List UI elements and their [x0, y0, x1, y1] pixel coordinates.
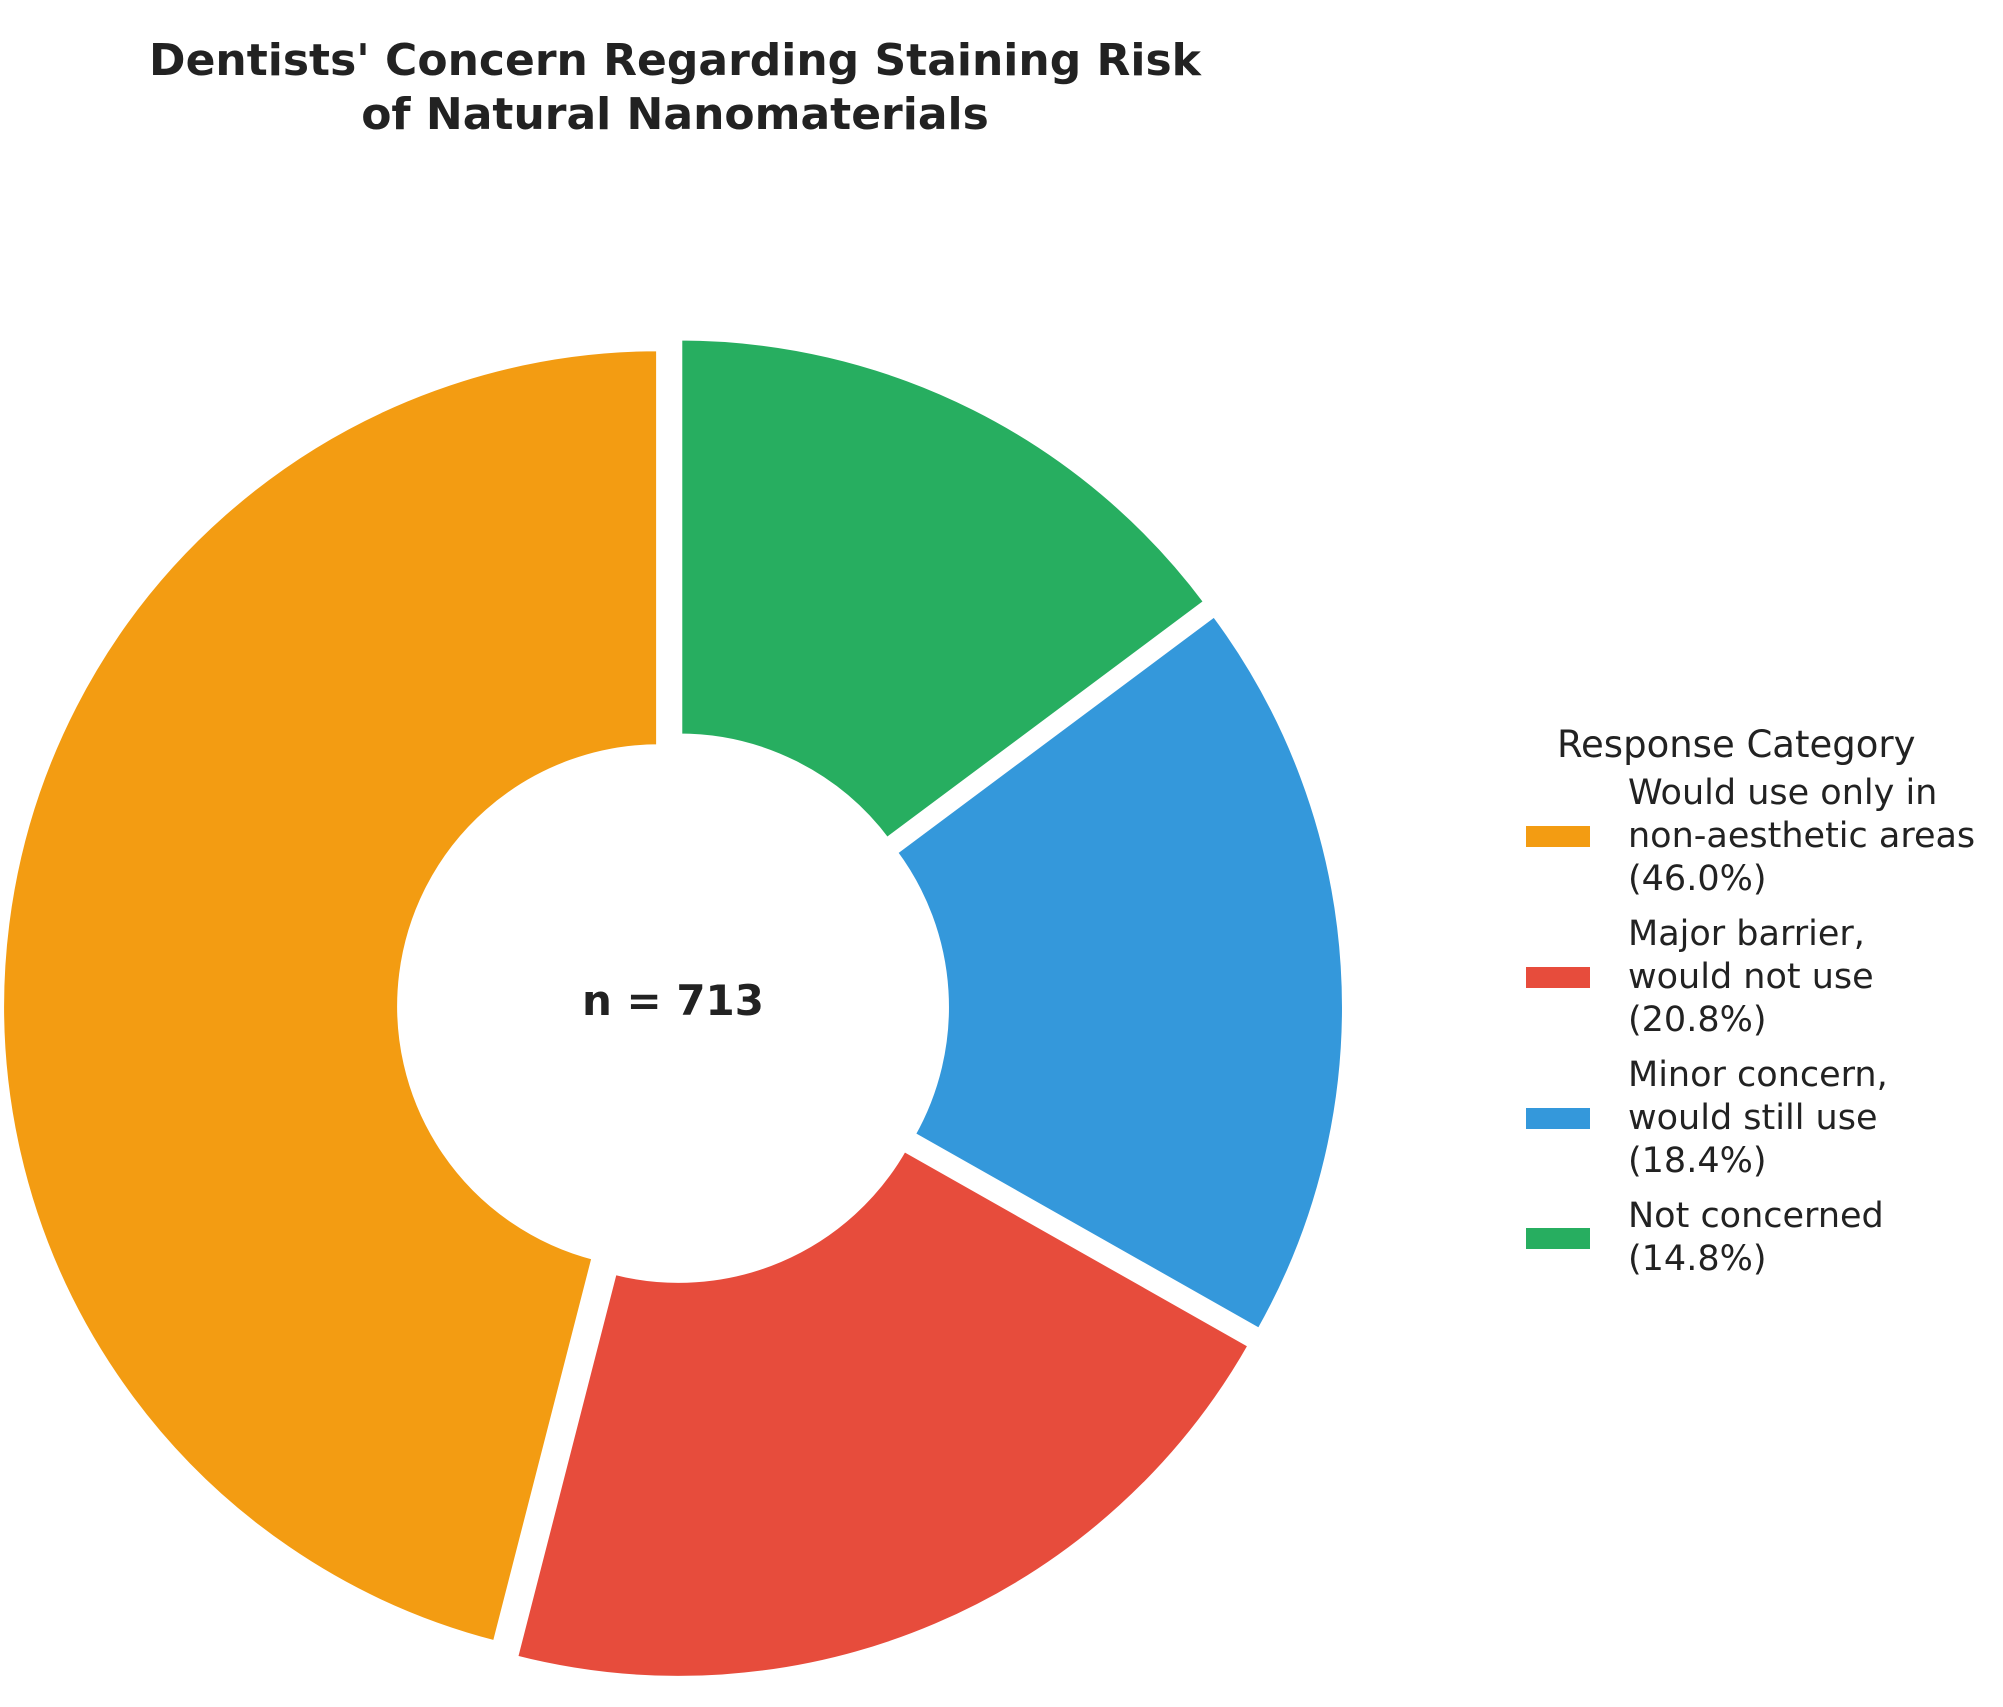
- legend-label-line: Minor concern,: [1628, 1055, 1888, 1095]
- chart-title-line-2: of Natural Nanomaterials: [361, 89, 989, 140]
- legend-label-line: Would use only in: [1628, 773, 1938, 813]
- legend-label: Would use only in non-aesthetic areas (46.…: [1628, 772, 1975, 901]
- legend-label-line: would not use: [1628, 957, 1874, 997]
- legend-item-1: Would use only in non-aesthetic areas (46.…: [1510, 772, 1990, 901]
- legend-item-2: Major barrier, would not use (20.8%): [1510, 913, 1990, 1042]
- chart-title: Dentists' Concern Regarding Staining Ris…: [0, 34, 1350, 142]
- donut-slice-1: [0, 345, 663, 1648]
- legend-items: Would use only in non-aesthetic areas (46.…: [1510, 772, 1990, 1281]
- donut-slice-3: [890, 609, 1348, 1336]
- legend-label-line: Major barrier,: [1628, 914, 1865, 954]
- legend-item-3: Minor concern, would still use (18.4%): [1510, 1054, 1990, 1183]
- legend-label: Not concerned (14.8%): [1628, 1195, 1884, 1281]
- donut-slice-2: [511, 1144, 1256, 1682]
- legend-label-line: would still use: [1628, 1098, 1878, 1138]
- legend-swatch: [1526, 826, 1590, 847]
- legend-label-line: non-aesthetic areas: [1628, 816, 1976, 856]
- legend-label-line: (14.8%): [1628, 1239, 1767, 1279]
- legend-swatch: [1526, 967, 1590, 988]
- legend-label: Major barrier, would not use (20.8%): [1628, 913, 1874, 1042]
- legend-swatch: [1526, 1108, 1590, 1129]
- legend-label-line: (18.4%): [1628, 1141, 1767, 1181]
- legend-label-line: (46.0%): [1628, 859, 1767, 899]
- legend-swatch: [1526, 1227, 1590, 1249]
- center-sample-size-label: n = 713: [581, 976, 764, 1025]
- chart-title-line-1: Dentists' Concern Regarding Staining Ris…: [149, 35, 1201, 86]
- legend-item-4: Not concerned (14.8%): [1510, 1195, 1990, 1281]
- legend-label-line: (20.8%): [1628, 1000, 1767, 1040]
- legend-title: Response Category: [1557, 723, 1916, 766]
- legend-label: Minor concern, would still use (18.4%): [1628, 1054, 1888, 1183]
- legend: Response Category Would use only in non-a…: [1510, 722, 1990, 1293]
- legend-label-line: Not concerned: [1628, 1196, 1884, 1236]
- donut-slice-4: [676, 334, 1211, 845]
